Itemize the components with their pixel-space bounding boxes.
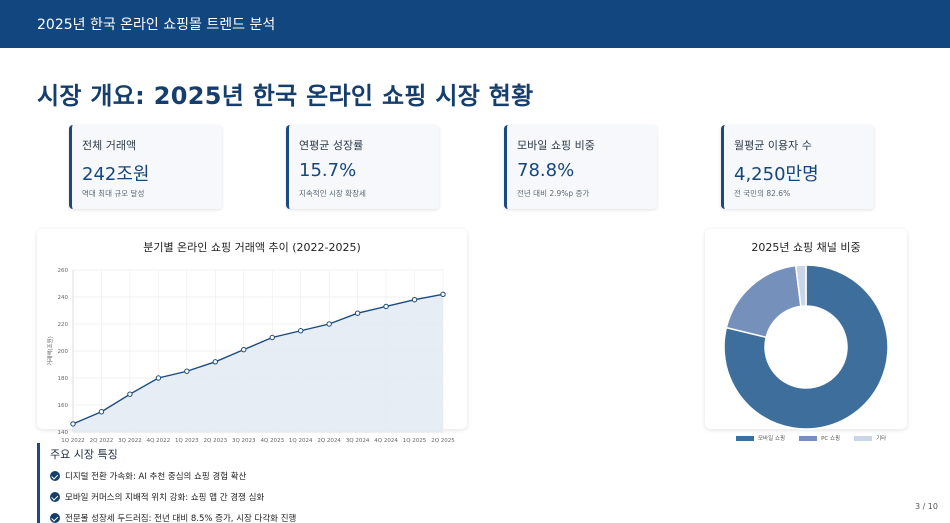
legend-label: 모바일 쇼핑	[758, 436, 786, 442]
donut-chart-title: 2025년 쇼핑 채널 비중	[751, 241, 861, 254]
y-tick-label: 180	[58, 376, 69, 382]
x-tick-label: 3Q 2023	[232, 438, 256, 444]
kpi-note: 전 국민의 82.6%	[734, 189, 791, 198]
feature-item: 디지털 전환 가속화: AI 추천 중심의 쇼핑 경험 확산	[50, 470, 246, 482]
feature-item: 모바일 커머스의 지배적 위치 강화: 쇼핑 앱 간 경쟁 심화	[50, 491, 264, 503]
kpi-value: 78.8%	[517, 160, 575, 181]
series-line	[72, 293, 444, 425]
legend-label: PC 쇼핑	[821, 436, 841, 442]
x-tick-label: 2Q 2022	[90, 438, 114, 444]
kpi-card-growth-rate: 연평균 성장률 15.7% 지속적인 시장 확장세	[286, 125, 439, 209]
data-point	[184, 368, 190, 374]
data-point	[354, 310, 361, 316]
y-axis-label: 거래액(조원)	[46, 336, 54, 366]
x-tick-label: 1Q 2022	[61, 438, 85, 444]
kpi-note: 역대 최대 규모 달성	[82, 189, 145, 198]
kpi-note: 지속적인 시장 확장세	[299, 189, 366, 198]
top-bar: 2025년 한국 온라인 쇼핑몰 트렌드 분석	[0, 0, 950, 48]
x-tick-label: 3Q 2022	[118, 438, 142, 444]
data-point	[297, 328, 304, 334]
check-circle-icon	[50, 513, 60, 523]
x-tick-label: 4Q 2023	[260, 438, 284, 444]
y-tick-label: 160	[58, 403, 69, 409]
data-point	[326, 321, 332, 327]
data-point	[212, 359, 219, 365]
check-circle-icon	[50, 492, 60, 502]
data-point	[383, 303, 389, 310]
kpi-card-mobile-share: 모바일 쇼핑 비중 78.8% 전년 대비 2.9%p 증가	[504, 125, 657, 209]
y-tick-label: 260	[58, 268, 69, 274]
donut-slice	[723, 264, 889, 430]
feature-item: 전문몰 성장세 두드러짐: 전년 대비 8.5% 증가, 시장 다각화 진행	[50, 512, 296, 523]
x-tick-label: 2Q 2024	[317, 438, 341, 444]
market-features-section: 주요 시장 특징 디지털 전환 가속화: AI 추천 중심의 쇼핑 경험 확산 …	[37, 443, 457, 523]
x-tick-label: 1Q 2025	[403, 438, 427, 444]
data-point	[155, 375, 162, 381]
kpi-label: 연평균 성장률	[299, 139, 364, 152]
data-point	[241, 346, 247, 353]
y-tick-label: 240	[58, 295, 69, 301]
y-tick-label: 220	[58, 322, 69, 328]
area-fill	[73, 294, 443, 432]
legend-item-pc: PC 쇼핑	[799, 434, 840, 442]
check-circle-icon	[50, 471, 60, 481]
y-tick-label: 200	[58, 349, 69, 355]
kpi-label: 월평균 이용자 수	[734, 139, 812, 152]
legend-item-other: 기타	[854, 434, 886, 442]
kpi-label: 모바일 쇼핑 비중	[517, 139, 595, 152]
x-tick-label: 4Q 2024	[374, 438, 398, 444]
report-title: 2025년 한국 온라인 쇼핑몰 트렌드 분석	[37, 17, 276, 33]
legend-swatch	[736, 435, 754, 441]
legend-swatch	[799, 435, 818, 441]
data-point	[440, 291, 446, 297]
feature-text: 전문몰 성장세 두드러짐: 전년 대비 8.5% 증가, 시장 다각화 진행	[65, 514, 297, 523]
x-tick-label: 1Q 2023	[175, 438, 199, 444]
legend-swatch	[854, 435, 873, 441]
x-tick-label: 2Q 2023	[204, 438, 228, 444]
legend-label: 기타	[876, 436, 887, 442]
legend-item-mobile: 모바일 쇼핑	[736, 434, 785, 442]
kpi-label: 전체 거래액	[82, 139, 137, 152]
y-tick-label: 140	[58, 430, 69, 436]
x-tick-label: 2Q 2025	[431, 438, 455, 444]
donut-slice	[725, 264, 802, 339]
data-point	[98, 409, 105, 415]
kpi-value: 242조원	[82, 164, 150, 185]
donut-legend: 모바일 쇼핑 PC 쇼핑 기타	[736, 434, 886, 442]
kpi-note: 전년 대비 2.9%p 증가	[517, 189, 590, 198]
x-tick-label: 1Q 2024	[289, 438, 313, 444]
donut-slice	[794, 264, 807, 308]
feature-text: 디지털 전환 가속화: AI 추천 중심의 쇼핑 경험 확산	[65, 472, 247, 482]
data-point	[70, 421, 76, 427]
page-number: 3 / 10	[914, 502, 938, 511]
line-chart-title: 분기별 온라인 쇼핑 거래액 추이 (2022-2025)	[143, 241, 361, 254]
data-point	[269, 334, 275, 341]
kpi-card-total-sales: 전체 거래액 242조원 역대 최대 규모 달성	[69, 125, 222, 209]
kpi-value: 15.7%	[299, 160, 357, 181]
x-tick-label: 3Q 2024	[346, 438, 370, 444]
kpi-value: 4,250만명	[734, 164, 819, 185]
feature-text: 모바일 커머스의 지배적 위치 강화: 쇼핑 앱 간 경쟁 심화	[65, 493, 265, 503]
data-point	[411, 297, 418, 303]
page-title: 시장 개요: 2025년 한국 온라인 쇼핑 시장 현황	[37, 82, 534, 110]
data-point	[127, 391, 133, 397]
x-tick-label: 4Q 2022	[147, 438, 171, 444]
kpi-card-monthly-users: 월평균 이용자 수 4,250만명 전 국민의 82.6%	[721, 125, 874, 209]
features-title: 주요 시장 특징	[50, 448, 118, 461]
